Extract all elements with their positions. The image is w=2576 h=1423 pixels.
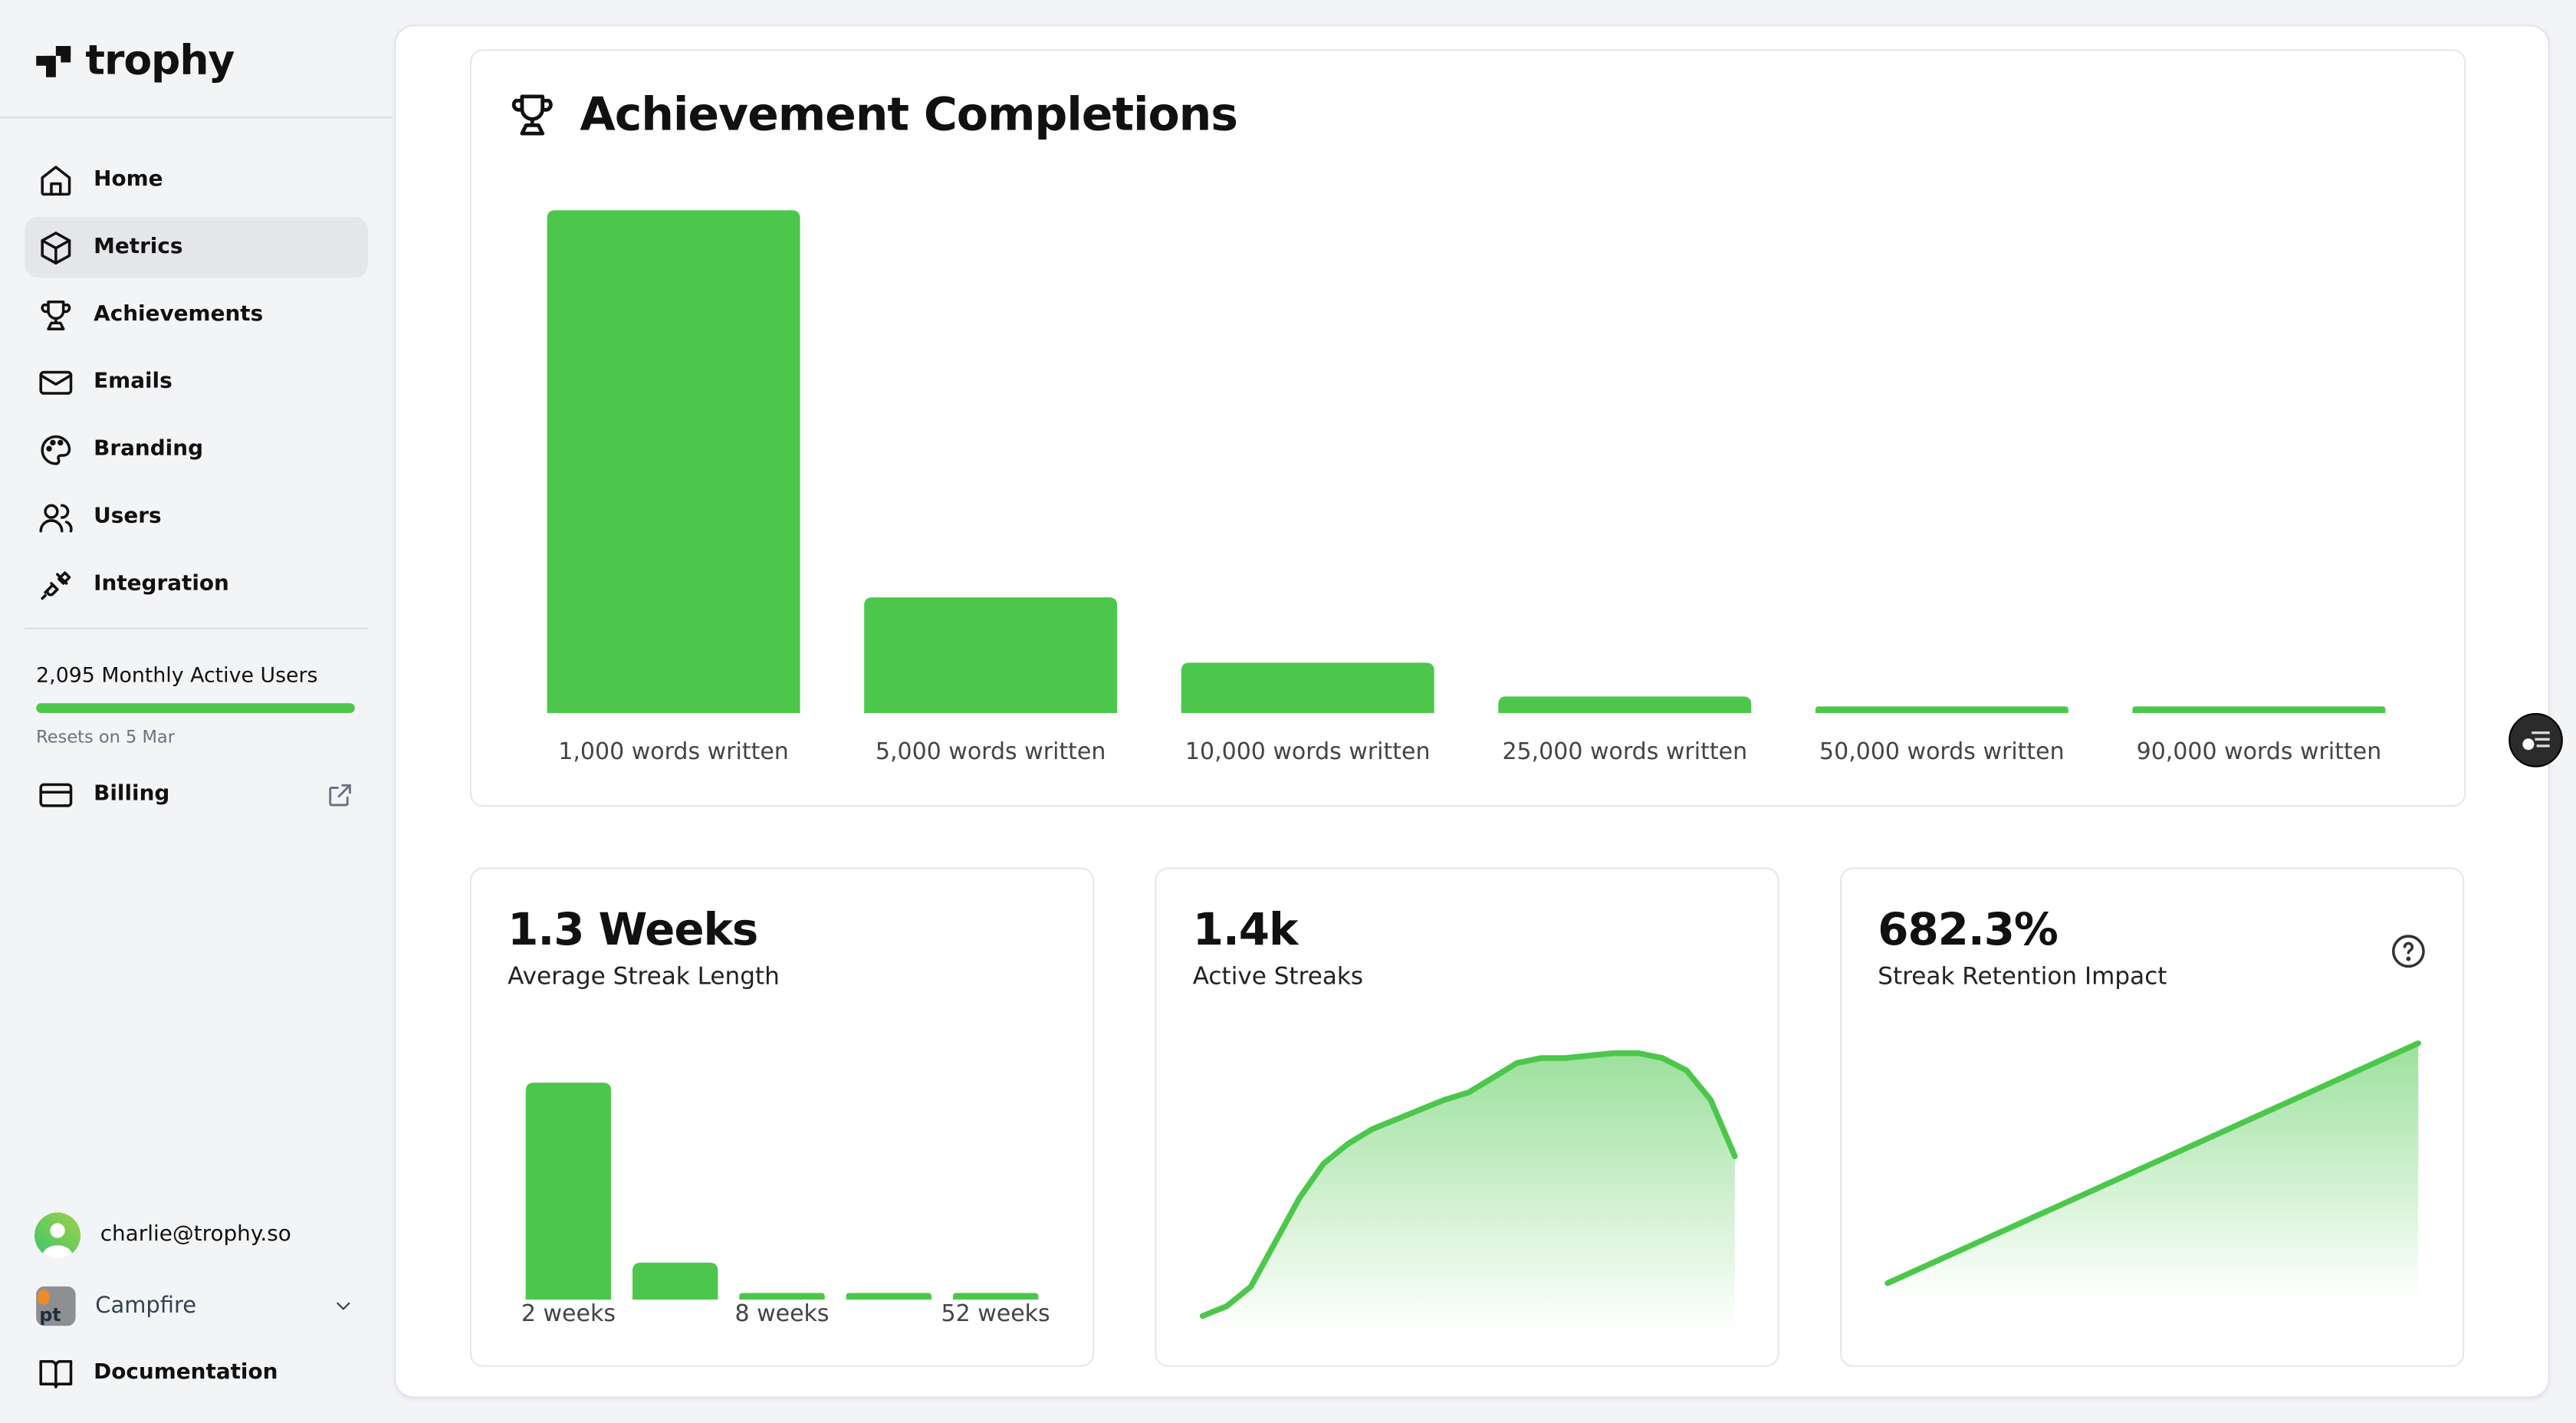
mau-label: 2,095 Monthly Active Users	[36, 662, 318, 687]
list-icon	[2522, 731, 2549, 750]
help-icon[interactable]	[2390, 933, 2426, 969]
x-tick-label: 10,000 words written	[1185, 738, 1431, 765]
active-streaks-area-chart	[1199, 1050, 1738, 1333]
active-streaks-card: 1.4k Active Streaks	[1155, 867, 1779, 1367]
card-title: Achievement Completions	[580, 87, 1238, 142]
main-panel: Achievement Completions 1,000 words writ…	[394, 25, 2550, 1398]
book-open-icon	[39, 1359, 73, 1388]
sidebar-item-label: Metrics	[94, 235, 183, 260]
trophy-logo-icon	[36, 44, 71, 77]
user-email: charlie@trophy.so	[100, 1222, 291, 1247]
x-tick-label: 8 weeks	[734, 1300, 829, 1327]
bar[interactable]	[525, 1083, 612, 1300]
palette-icon	[41, 434, 71, 465]
plug-icon	[41, 570, 71, 600]
sidebar-item-label: Integration	[94, 571, 229, 596]
divider	[25, 627, 369, 629]
metric-value: 1.3 Weeks	[508, 905, 758, 957]
metric-value: 682.3%	[1878, 905, 2058, 957]
x-tick-label: 52 weeks	[941, 1300, 1050, 1327]
sidebar-item-documentation[interactable]: Documentation	[25, 1342, 368, 1403]
achievement-bar-chart: 1,000 words written 5,000 words written 10…	[547, 210, 2386, 765]
sidebar-item-label: Documentation	[94, 1360, 278, 1385]
brand-logo[interactable]: trophy	[36, 36, 235, 84]
sidebar-item-users[interactable]: Users	[25, 486, 368, 547]
home-icon	[41, 165, 71, 196]
bar[interactable]	[846, 1293, 932, 1300]
cube-icon	[41, 231, 71, 264]
trophy-icon	[41, 299, 71, 330]
series-line	[1199, 1050, 1738, 1319]
x-tick-label: 25,000 words written	[1502, 738, 1747, 765]
sidebar-item-emails[interactable]: Emails	[25, 352, 368, 412]
bar[interactable]	[739, 1293, 825, 1300]
sidebar-item-achievements[interactable]: Achievements	[25, 284, 368, 345]
mau-progress-fill	[36, 703, 355, 713]
mau-progress	[36, 703, 355, 713]
feedback-widget-button[interactable]	[2509, 713, 2563, 767]
retention-impact-card: 682.3% Streak Retention Impact	[1840, 867, 2465, 1367]
sidebar-item-branding[interactable]: Branding	[25, 419, 368, 479]
sidebar-item-label: Branding	[94, 437, 204, 462]
sidebar-item-label: Achievements	[94, 302, 264, 327]
x-tick-label: 50,000 words written	[1819, 738, 2065, 765]
credit-card-icon	[39, 782, 73, 807]
achievement-completions-card: Achievement Completions 1,000 words writ…	[469, 49, 2466, 807]
sidebar-item-label: Users	[94, 504, 162, 529]
area-fill	[1888, 1043, 2419, 1300]
mail-icon	[39, 370, 73, 394]
bar[interactable]	[547, 210, 800, 713]
sidebar-item-integration[interactable]: Integration	[25, 554, 368, 614]
users-icon	[39, 503, 73, 532]
x-tick-label: 2 weeks	[521, 1300, 616, 1327]
retention-impact-area-chart	[1884, 1040, 2422, 1300]
x-tick-label: 90,000 words written	[2137, 738, 2382, 765]
streak-length-bar-chart: 2 weeks 8 weeks 52 weeks	[521, 1083, 1050, 1327]
divider	[0, 117, 393, 119]
sidebar-item-label: Billing	[94, 781, 170, 807]
bar[interactable]	[632, 1262, 718, 1300]
trophy-icon	[511, 94, 553, 136]
avatar	[34, 1211, 80, 1258]
sidebar-item-billing[interactable]: Billing	[25, 764, 368, 824]
series-line	[1884, 1040, 2422, 1287]
brand-name: trophy	[85, 36, 235, 84]
bar[interactable]	[1498, 696, 1752, 713]
sidebar: trophy Home Metrics Achievements Emails Bran…	[0, 0, 393, 1423]
bar[interactable]	[1181, 662, 1434, 713]
user-account[interactable]: charlie@trophy.so	[25, 1204, 368, 1265]
bar[interactable]	[1815, 706, 2068, 713]
x-tick-label: 1,000 words written	[558, 738, 789, 765]
bar[interactable]	[952, 1293, 1039, 1300]
sidebar-item-metrics[interactable]: Metrics	[25, 216, 369, 278]
reset-date: Resets on 5 Mar	[36, 728, 175, 748]
sidebar-item-label: Emails	[94, 370, 172, 395]
chevron-down-icon	[337, 1301, 350, 1310]
metric-value: 1.4k	[1192, 905, 1299, 957]
sidebar-item-label: Home	[94, 167, 163, 192]
area-fill	[1202, 1053, 1735, 1333]
metric-label: Average Streak Length	[508, 964, 780, 991]
metric-label: Active Streaks	[1192, 964, 1364, 991]
workspace-switcher[interactable]: pt Campfire	[25, 1275, 368, 1336]
streak-length-card: 1.3 Weeks Average Streak Length 2 weeks 8…	[469, 867, 1095, 1367]
sidebar-item-home[interactable]: Home	[25, 150, 368, 210]
workspace-logo: pt	[36, 1285, 76, 1326]
bar[interactable]	[864, 597, 1118, 713]
x-tick-label: 5,000 words written	[876, 738, 1106, 765]
bar[interactable]	[2132, 706, 2386, 713]
external-link-icon[interactable]	[325, 780, 355, 810]
metric-label: Streak Retention Impact	[1878, 964, 2167, 991]
workspace-name: Campfire	[95, 1292, 197, 1319]
